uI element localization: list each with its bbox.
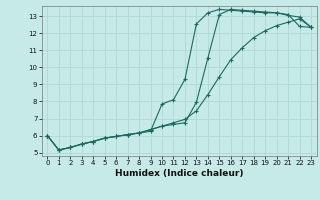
X-axis label: Humidex (Indice chaleur): Humidex (Indice chaleur): [115, 169, 244, 178]
